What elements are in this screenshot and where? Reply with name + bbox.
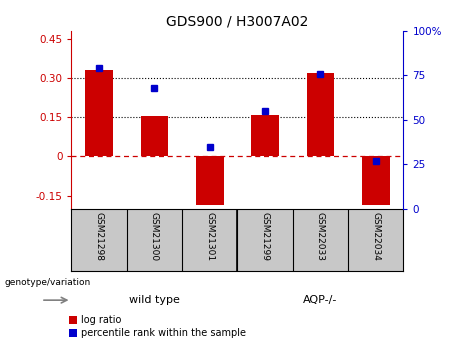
Text: GSM22034: GSM22034 xyxy=(371,212,380,261)
Title: GDS900 / H3007A02: GDS900 / H3007A02 xyxy=(166,14,308,29)
Bar xyxy=(307,73,334,157)
Text: GSM21298: GSM21298 xyxy=(95,212,104,261)
Text: GSM21301: GSM21301 xyxy=(205,212,214,261)
Text: genotype/variation: genotype/variation xyxy=(5,277,91,287)
Text: wild type: wild type xyxy=(129,295,180,305)
Legend: log ratio, percentile rank within the sample: log ratio, percentile rank within the sa… xyxy=(70,315,246,338)
Text: GSM21299: GSM21299 xyxy=(260,212,270,261)
Text: AQP-/-: AQP-/- xyxy=(303,295,337,305)
Bar xyxy=(251,115,279,157)
Bar xyxy=(85,70,113,157)
Bar xyxy=(196,157,224,205)
Bar xyxy=(141,116,168,157)
Bar xyxy=(362,157,390,205)
Text: GSM21300: GSM21300 xyxy=(150,212,159,261)
Text: GSM22033: GSM22033 xyxy=(316,212,325,261)
